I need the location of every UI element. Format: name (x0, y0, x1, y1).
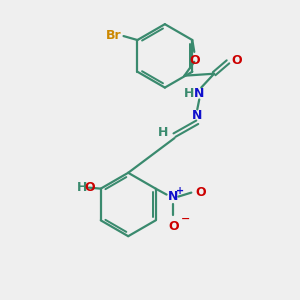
Text: H: H (184, 87, 194, 100)
Text: +: + (176, 186, 184, 196)
Text: O: O (84, 181, 95, 194)
Text: N: N (192, 109, 202, 122)
Text: Br: Br (106, 28, 122, 42)
Text: −: − (180, 213, 190, 224)
Text: N: N (168, 190, 179, 203)
Text: O: O (189, 54, 200, 67)
Text: N: N (194, 87, 204, 100)
Text: O: O (195, 186, 206, 199)
Text: O: O (231, 54, 242, 67)
Text: H: H (158, 126, 168, 139)
Text: H: H (76, 181, 87, 194)
Text: O: O (168, 220, 179, 233)
